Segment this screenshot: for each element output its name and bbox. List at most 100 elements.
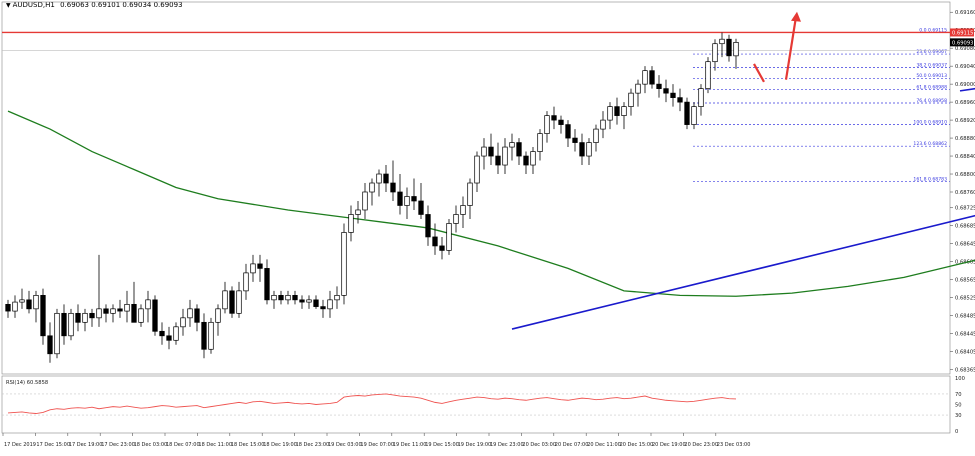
- price-tick-label: 0.69000: [955, 82, 975, 88]
- candle: [110, 304, 116, 323]
- candle: [341, 223, 347, 305]
- up-arrowhead: [791, 11, 801, 22]
- candle-body: [89, 312, 95, 319]
- price-tags: 0.69115 0.69093: [950, 28, 974, 47]
- resistance-price-tag: [950, 28, 974, 37]
- candle-body: [362, 191, 368, 211]
- candle: [327, 290, 333, 318]
- candle: [75, 304, 81, 332]
- candle: [502, 138, 508, 175]
- price-tick-label: 0.68725: [955, 206, 975, 212]
- candle: [600, 111, 606, 139]
- time-tick-label: 20 Dec 19:00: [652, 442, 686, 448]
- candle: [705, 57, 711, 94]
- candle: [509, 133, 515, 161]
- candle: [180, 308, 186, 336]
- candle-body: [54, 312, 60, 355]
- candle-body: [145, 299, 151, 310]
- candle-body: [411, 196, 417, 202]
- candle-body: [292, 295, 298, 301]
- candle-body: [698, 88, 704, 107]
- resistance-price-tag-label: 0.69115: [952, 30, 973, 36]
- price-tick-label: 0.68800: [955, 172, 975, 178]
- candle-body: [33, 295, 39, 310]
- time-tick-label: 19 Dec 15:00: [425, 442, 459, 448]
- candle: [47, 322, 53, 363]
- price-tick-label: 0.68920: [955, 118, 975, 124]
- candle: [719, 32, 725, 58]
- current-price-tag-label: 0.69093: [952, 40, 973, 46]
- rsi-tick-label: 100: [955, 376, 965, 382]
- candle: [306, 295, 312, 309]
- dropdown-triangle-icon[interactable]: ▼: [6, 2, 11, 9]
- rsi-line: [7, 393, 737, 414]
- candle-body: [635, 83, 641, 94]
- candle: [299, 295, 305, 309]
- candle-body: [453, 214, 459, 224]
- price-tick-label: 0.68645: [955, 242, 975, 248]
- candle: [334, 286, 340, 309]
- candle-body: [432, 236, 438, 247]
- rsi-tick-label: 30: [955, 413, 962, 419]
- candle-body: [348, 214, 354, 233]
- candle: [474, 151, 480, 192]
- time-tick-label: 19 Dec 11:00: [393, 442, 427, 448]
- candle: [313, 295, 319, 309]
- fib-level-label: 76.4 0.68958: [916, 98, 947, 104]
- candle: [285, 290, 291, 305]
- candle: [145, 290, 151, 323]
- fibonacci-levels: 0.0 0.69115 23.6 0.69067 38.2 0.69037 50.0 …: [693, 27, 950, 182]
- current-price-tag: [950, 38, 974, 47]
- candle: [523, 151, 529, 175]
- candle: [5, 299, 11, 318]
- price-tick-label: 0.68840: [955, 154, 975, 160]
- candle: [572, 129, 578, 152]
- time-tick-label: 17 Dec 15:00: [36, 442, 70, 448]
- candle-body: [243, 272, 249, 292]
- time-tick-label: 18 Dec 07:00: [166, 442, 200, 448]
- candle: [33, 290, 39, 323]
- candle: [467, 178, 473, 219]
- candle: [40, 288, 46, 345]
- rsi-tick-label: 0: [955, 429, 958, 435]
- ohlc-label: 0.69063 0.69101 0.69034 0.69093: [60, 1, 183, 9]
- candle-body: [607, 106, 613, 121]
- fib-level-label: 50.0 0.69013: [916, 73, 947, 79]
- price-tick-label: 0.69040: [955, 64, 975, 70]
- fib-level-label: 0.0 0.69115: [919, 27, 947, 33]
- candle-body: [47, 335, 53, 355]
- candle-body: [201, 321, 207, 350]
- candle: [649, 66, 655, 89]
- candle-body: [376, 173, 382, 184]
- candle-body: [390, 182, 396, 193]
- price-tick-label: 0.68880: [955, 136, 975, 142]
- candle-body: [537, 133, 543, 152]
- candle: [558, 115, 564, 134]
- candle-body: [404, 196, 410, 206]
- candle: [257, 254, 263, 282]
- rsi-tick-label: 50: [955, 403, 962, 409]
- candle-body: [614, 106, 620, 116]
- candle: [187, 299, 193, 327]
- price-axis: 0.691600.691200.690800.690400.690000.689…: [950, 10, 975, 374]
- candle-body: [726, 38, 732, 57]
- candle: [124, 290, 130, 323]
- candle: [208, 317, 214, 354]
- candle-body: [131, 303, 137, 323]
- candle-body: [495, 155, 501, 166]
- candle: [404, 187, 410, 219]
- candle: [460, 196, 466, 228]
- candle: [635, 79, 641, 107]
- candle-body: [516, 142, 522, 157]
- time-tick-label: 19 Dec 23:00: [490, 442, 524, 448]
- candle-body: [712, 43, 718, 63]
- price-tick-label: 0.69160: [955, 10, 975, 16]
- candle-body: [621, 106, 627, 116]
- candle-body: [593, 128, 599, 143]
- candle: [355, 200, 361, 224]
- candle: [320, 299, 326, 318]
- candle-body: [642, 70, 648, 85]
- candle: [369, 178, 375, 206]
- candle: [656, 75, 662, 98]
